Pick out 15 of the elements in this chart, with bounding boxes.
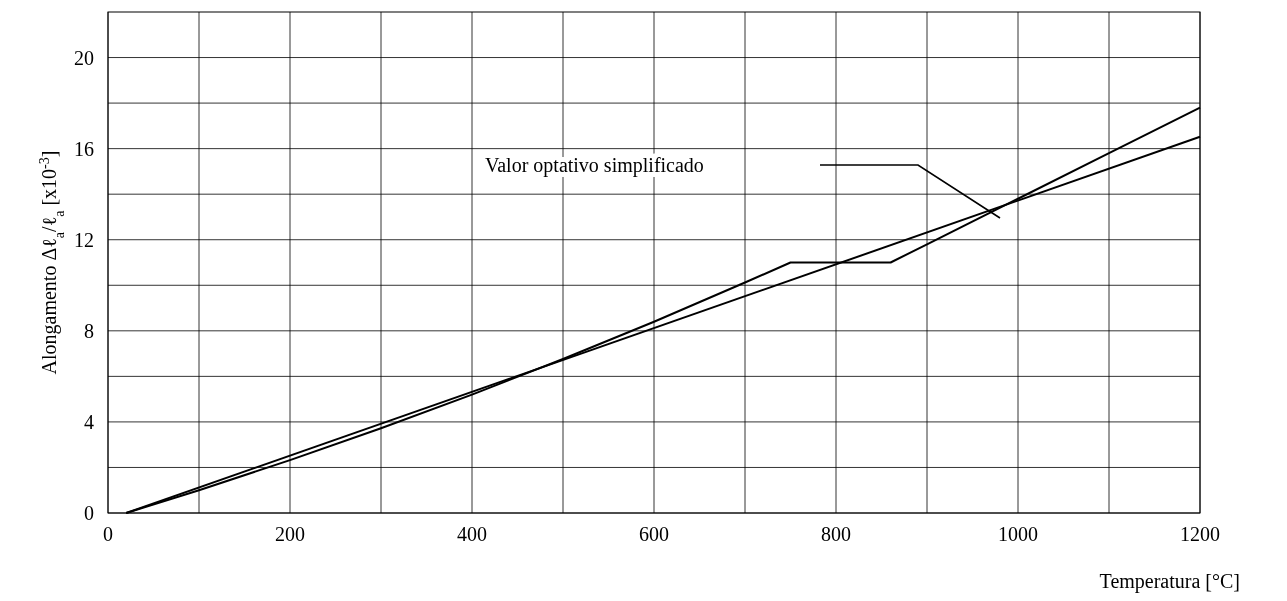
x-tick-label: 800 [821,523,851,545]
x-tick-label: 200 [275,523,305,545]
annotation: Valor optativo simplificado [485,154,704,177]
y-tick-label: 0 [84,502,94,524]
y-tick-label: 8 [84,319,94,342]
y-tick-label: 4 [84,410,94,433]
x-tick-label: 600 [639,523,669,545]
x-tick-label: 0 [103,523,113,545]
y-tick-label: 16 [74,137,94,160]
y-tick-label: 20 [74,46,94,69]
x-axis-title: Temperatura [°C] [1099,570,1240,593]
x-tick-label: 400 [457,523,487,545]
x-tick-label: 1200 [1180,523,1220,545]
x-tick-label: 1000 [998,523,1038,545]
y-tick-label: 12 [74,228,94,251]
